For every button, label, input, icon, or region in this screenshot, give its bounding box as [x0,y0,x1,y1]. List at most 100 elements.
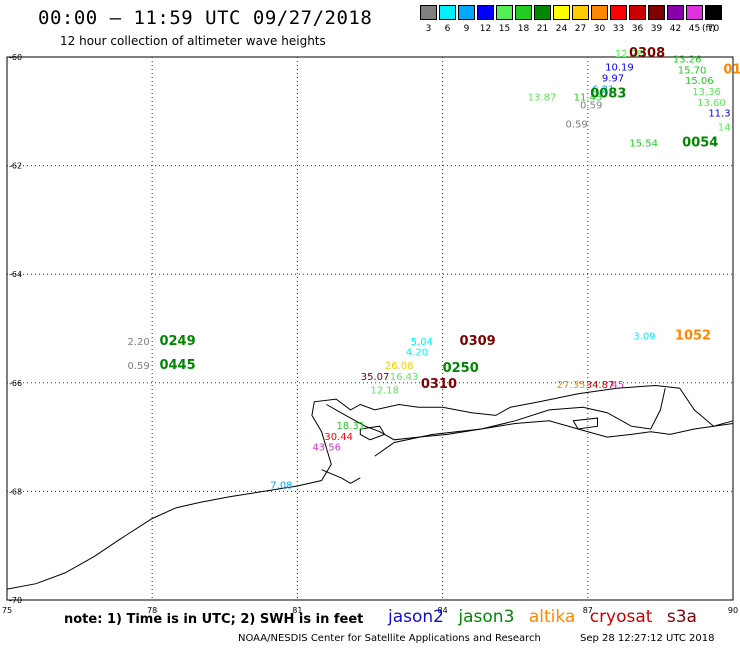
pass-label: 1052 [675,328,711,343]
map-frame [6,56,734,601]
pass-label: 0249 [159,334,195,349]
coastline-inner-edge [326,404,734,441]
scale-label: 33 [612,24,625,34]
legend-cryosat: cryosat [589,607,653,627]
x-tick-label: 87 [583,606,593,615]
island-outline [359,425,386,441]
scale-label: 27 [574,24,587,34]
antarctic-coastline [6,384,734,590]
scale-label: 15 [498,24,511,34]
wave-height-value: 3.09 [633,331,655,342]
y-tick-label: -68 [9,487,22,496]
wave-height-value: 10.19 [605,63,634,74]
wave-height-value: 0.59 [128,361,150,372]
scale-swatch [553,5,570,20]
pass-label: 01 [723,62,740,77]
y-tick-label: -66 [9,379,22,388]
satellite-legend: jason2 jason3 altika cryosat s3a [388,607,706,627]
pass-label: 0445 [159,358,195,373]
wave-height-value: 45 [611,380,624,391]
wave-height-value: 4.20 [406,348,428,359]
wave-height-value: 13.26 [673,54,702,65]
scale-swatch [705,5,722,20]
scale-swatch [591,5,608,20]
wave-height-value: 14 [718,122,731,133]
scale-label: 24 [555,24,568,34]
pass-label: 0250 [443,361,479,376]
wave-height-value: 18.31 [337,421,366,432]
scale-unit: (ft) [702,24,716,34]
y-tick-label: -62 [9,162,22,171]
pass-label: 0309 [460,334,496,349]
scale-swatch [439,5,456,20]
pass-label: 0083 [590,87,626,102]
wave-height-value: 0.59 [566,120,588,131]
legend-altika: altika [528,607,576,627]
x-tick-label: 78 [147,606,157,615]
scale-label: 21 [536,24,549,34]
pass-label: 0308 [629,46,665,61]
wave-height-value: 11.45 [574,92,603,103]
wave-height-value: 13.87 [528,92,557,103]
scale-label: 36 [631,24,644,34]
wave-height-value: 6.21 [592,84,614,95]
scale-swatch [515,5,532,20]
footnote: note: 1) Time is in UTC; 2) SWH is in fe… [64,612,364,627]
wave-height-value: 7.08 [270,481,292,492]
wave-height-value: 12.18 [370,386,399,397]
wave-height-value: 12.28 [615,49,644,60]
scale-swatch [686,5,703,20]
map-subtitle: 12 hour collection of altimeter wave hei… [60,34,326,48]
scale-label: 9 [463,24,470,34]
scale-label: 12 [479,24,492,34]
scale-label: 39 [650,24,663,34]
scale-swatch [477,5,494,20]
x-tick-label: 90 [728,606,738,615]
ice-shelf-outline [374,388,666,457]
scale-label: 42 [669,24,682,34]
wave-height-value: 2.20 [128,337,150,348]
x-tick-label: 81 [292,606,302,615]
island-outline [572,417,598,430]
scale-swatch [648,5,665,20]
wave-height-value: 13.60 [697,98,726,109]
wave-height-value: 0.59 [580,101,602,112]
legend-jason2: jason2 [388,607,444,627]
y-tick-label: -64 [9,270,22,279]
wave-height-value: 15.70 [678,65,707,76]
pass-label: 0054 [682,136,718,151]
credit-timestamp: Sep 28 12:27:12 UTC 2018 [580,633,715,644]
wave-height-value: 30.44 [324,432,353,443]
legend-s3a: s3a [666,607,697,627]
scale-swatch [667,5,684,20]
x-tick-label: 84 [438,606,448,615]
y-tick-label: -70 [9,596,22,605]
scale-swatch [458,5,475,20]
wave-height-value: 16.43 [390,372,419,383]
legend-jason3: jason3 [458,607,515,627]
x-tick-label: 75 [2,606,12,615]
wave-height-value: 9.97 [602,73,624,84]
map-title: 00:00 – 11:59 UTC 09/27/2018 [38,7,373,29]
scale-swatch [534,5,551,20]
wave-height-value: 43.56 [312,443,341,454]
wave-height-value: 11.3 [708,109,730,120]
scale-label: 18 [517,24,530,34]
credit-line: NOAA/NESDIS Center for Satellite Applica… [238,633,541,644]
scale-swatch [420,5,437,20]
scale-swatch [610,5,627,20]
scale-swatch [496,5,513,20]
wave-height-value: 15.54 [629,139,658,150]
y-tick-label: -60 [9,53,22,62]
scale-label: 30 [593,24,606,34]
wave-height-value: 13.36 [692,87,721,98]
wave-height-value: 27.35 [557,380,586,391]
wave-height-value: 34.87 [586,380,615,391]
wave-height-value: 15.06 [685,76,714,87]
pass-label: 0310 [421,377,457,392]
scale-swatch [629,5,646,20]
bay-outline [321,469,361,484]
wave-height-value: 35.07 [361,372,390,383]
wave-height-value: 5.04 [411,337,433,348]
